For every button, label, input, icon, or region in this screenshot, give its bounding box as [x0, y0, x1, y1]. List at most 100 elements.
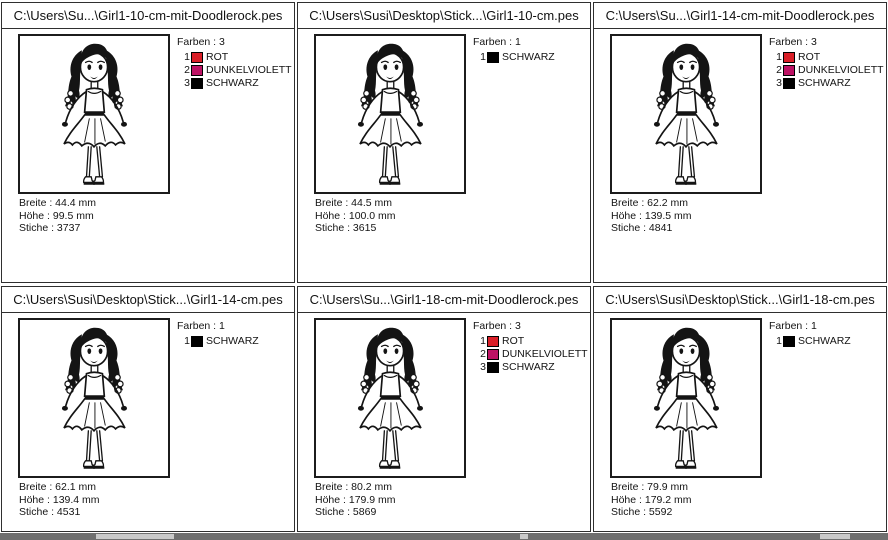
color-name: SCHWARZ	[798, 77, 851, 89]
color-swatch	[487, 52, 499, 63]
file-path-title: C:\Users\Susi\Desktop\Stick...\Girl1-14-…	[2, 287, 294, 313]
farben-count-label: Farben : 1	[177, 320, 225, 332]
color-row: 1 SCHWARZ	[181, 336, 259, 347]
color-name: ROT	[206, 51, 229, 63]
color-swatch	[783, 78, 795, 89]
width-info: Breite : 79.9 mm	[611, 481, 689, 493]
design-catalog-grid: C:\Users\Su...\Girl1-10-cm-mit-Doodleroc…	[1, 2, 887, 532]
thread-color-list: Farben : 3 1 ROT 2 DUNKELVIOLETT 3 SCHWARZ	[177, 34, 292, 91]
farben-count-label: Farben : 1	[769, 320, 817, 332]
design-panel[interactable]: C:\Users\Susi\Desktop\Stick...\Girl1-10-…	[297, 2, 591, 283]
color-row: 1 SCHWARZ	[477, 52, 555, 63]
strip-highlight	[96, 534, 174, 539]
color-number: 1	[776, 335, 782, 347]
color-swatch	[191, 65, 203, 76]
girl-doodle-image	[639, 39, 733, 189]
color-number: 2	[184, 64, 190, 76]
farben-count-label: Farben : 3	[769, 36, 817, 48]
color-row: 1 ROT	[477, 336, 588, 347]
stitch-count-info: Stiche : 4531	[19, 506, 81, 518]
color-name: DUNKELVIOLETT	[502, 348, 588, 360]
width-info: Breite : 44.5 mm	[315, 197, 393, 209]
color-row: 3 SCHWARZ	[773, 78, 884, 89]
color-name: SCHWARZ	[206, 335, 259, 347]
file-path-title: C:\Users\Susi\Desktop\Stick...\Girl1-18-…	[594, 287, 886, 313]
stitch-count-info: Stiche : 3615	[315, 222, 377, 234]
color-number: 3	[776, 77, 782, 89]
width-info: Breite : 80.2 mm	[315, 481, 393, 493]
color-name: DUNKELVIOLETT	[798, 64, 884, 76]
panel-body: Farben : 3 1 ROT 2 DUNKELVIOLETT 3 SCHWARZ	[314, 318, 590, 478]
design-info: Breite : 79.9 mm Höhe : 179.2 mm Stiche …	[611, 481, 886, 519]
design-info: Breite : 62.1 mm Höhe : 139.4 mm Stiche …	[19, 481, 294, 519]
color-name: SCHWARZ	[502, 51, 555, 63]
design-preview-box	[610, 34, 762, 194]
color-name: ROT	[502, 335, 525, 347]
file-path-title: C:\Users\Su...\Girl1-10-cm-mit-Doodleroc…	[2, 3, 294, 29]
design-preview-box	[314, 34, 466, 194]
color-number: 3	[184, 77, 190, 89]
color-row: 3 SCHWARZ	[477, 362, 588, 373]
girl-doodle-image	[47, 39, 141, 189]
file-path-title: C:\Users\Su...\Girl1-18-cm-mit-Doodleroc…	[298, 287, 590, 313]
color-swatch	[783, 336, 795, 347]
color-name: ROT	[798, 51, 821, 63]
design-panel[interactable]: C:\Users\Su...\Girl1-10-cm-mit-Doodleroc…	[1, 2, 295, 283]
color-number: 3	[480, 361, 486, 373]
design-panel[interactable]: C:\Users\Su...\Girl1-14-cm-mit-Doodleroc…	[593, 2, 887, 283]
design-panel[interactable]: C:\Users\Susi\Desktop\Stick...\Girl1-18-…	[593, 286, 887, 532]
width-info: Breite : 62.1 mm	[19, 481, 97, 493]
height-info: Höhe : 179.9 mm	[315, 493, 396, 506]
girl-doodle-image	[343, 323, 437, 473]
color-row: 2 DUNKELVIOLETT	[773, 65, 884, 76]
farben-count-label: Farben : 3	[473, 320, 521, 332]
height-info: Höhe : 100.0 mm	[315, 209, 396, 222]
height-info: Höhe : 99.5 mm	[19, 209, 94, 222]
color-row: 1 SCHWARZ	[773, 336, 851, 347]
panel-body: Farben : 1 1 SCHWARZ	[314, 34, 590, 194]
strip-highlight	[820, 534, 850, 539]
girl-doodle-image	[343, 39, 437, 189]
thread-color-list: Farben : 1 1 SCHWARZ	[473, 34, 555, 65]
color-swatch	[191, 78, 203, 89]
color-row: 2 DUNKELVIOLETT	[477, 349, 588, 360]
file-path-title: C:\Users\Su...\Girl1-14-cm-mit-Doodleroc…	[594, 3, 886, 29]
color-number: 1	[776, 51, 782, 63]
color-name: SCHWARZ	[502, 361, 555, 373]
panel-body: Farben : 3 1 ROT 2 DUNKELVIOLETT 3 SCHWARZ	[18, 34, 294, 194]
height-info: Höhe : 139.4 mm	[19, 493, 100, 506]
color-swatch	[487, 362, 499, 373]
color-name: DUNKELVIOLETT	[206, 64, 292, 76]
color-swatch	[191, 52, 203, 63]
color-number: 1	[184, 335, 190, 347]
next-page-row-edge	[0, 533, 888, 540]
height-info: Höhe : 139.5 mm	[611, 209, 692, 222]
color-swatch	[487, 349, 499, 360]
stitch-count-info: Stiche : 5592	[611, 506, 673, 518]
thread-color-list: Farben : 1 1 SCHWARZ	[769, 318, 851, 349]
color-swatch	[783, 65, 795, 76]
design-info: Breite : 44.4 mm Höhe : 99.5 mm Stiche :…	[19, 197, 294, 235]
color-number: 1	[184, 51, 190, 63]
design-preview-box	[314, 318, 466, 478]
color-row: 1 ROT	[773, 52, 884, 63]
design-panel[interactable]: C:\Users\Su...\Girl1-18-cm-mit-Doodleroc…	[297, 286, 591, 532]
color-row: 1 ROT	[181, 52, 292, 63]
height-info: Höhe : 179.2 mm	[611, 493, 692, 506]
color-name: SCHWARZ	[206, 77, 259, 89]
stitch-count-info: Stiche : 4841	[611, 222, 673, 234]
thread-color-list: Farben : 1 1 SCHWARZ	[177, 318, 259, 349]
stitch-count-info: Stiche : 3737	[19, 222, 81, 234]
design-info: Breite : 44.5 mm Höhe : 100.0 mm Stiche …	[315, 197, 590, 235]
thread-color-list: Farben : 3 1 ROT 2 DUNKELVIOLETT 3 SCHWARZ	[769, 34, 884, 91]
design-panel[interactable]: C:\Users\Susi\Desktop\Stick...\Girl1-14-…	[1, 286, 295, 532]
color-number: 2	[480, 348, 486, 360]
design-preview-box	[18, 34, 170, 194]
girl-doodle-image	[639, 323, 733, 473]
color-number: 1	[480, 335, 486, 347]
width-info: Breite : 62.2 mm	[611, 197, 689, 209]
panel-body: Farben : 3 1 ROT 2 DUNKELVIOLETT 3 SCHWARZ	[610, 34, 886, 194]
panel-body: Farben : 1 1 SCHWARZ	[610, 318, 886, 478]
panel-body: Farben : 1 1 SCHWARZ	[18, 318, 294, 478]
color-swatch	[783, 52, 795, 63]
